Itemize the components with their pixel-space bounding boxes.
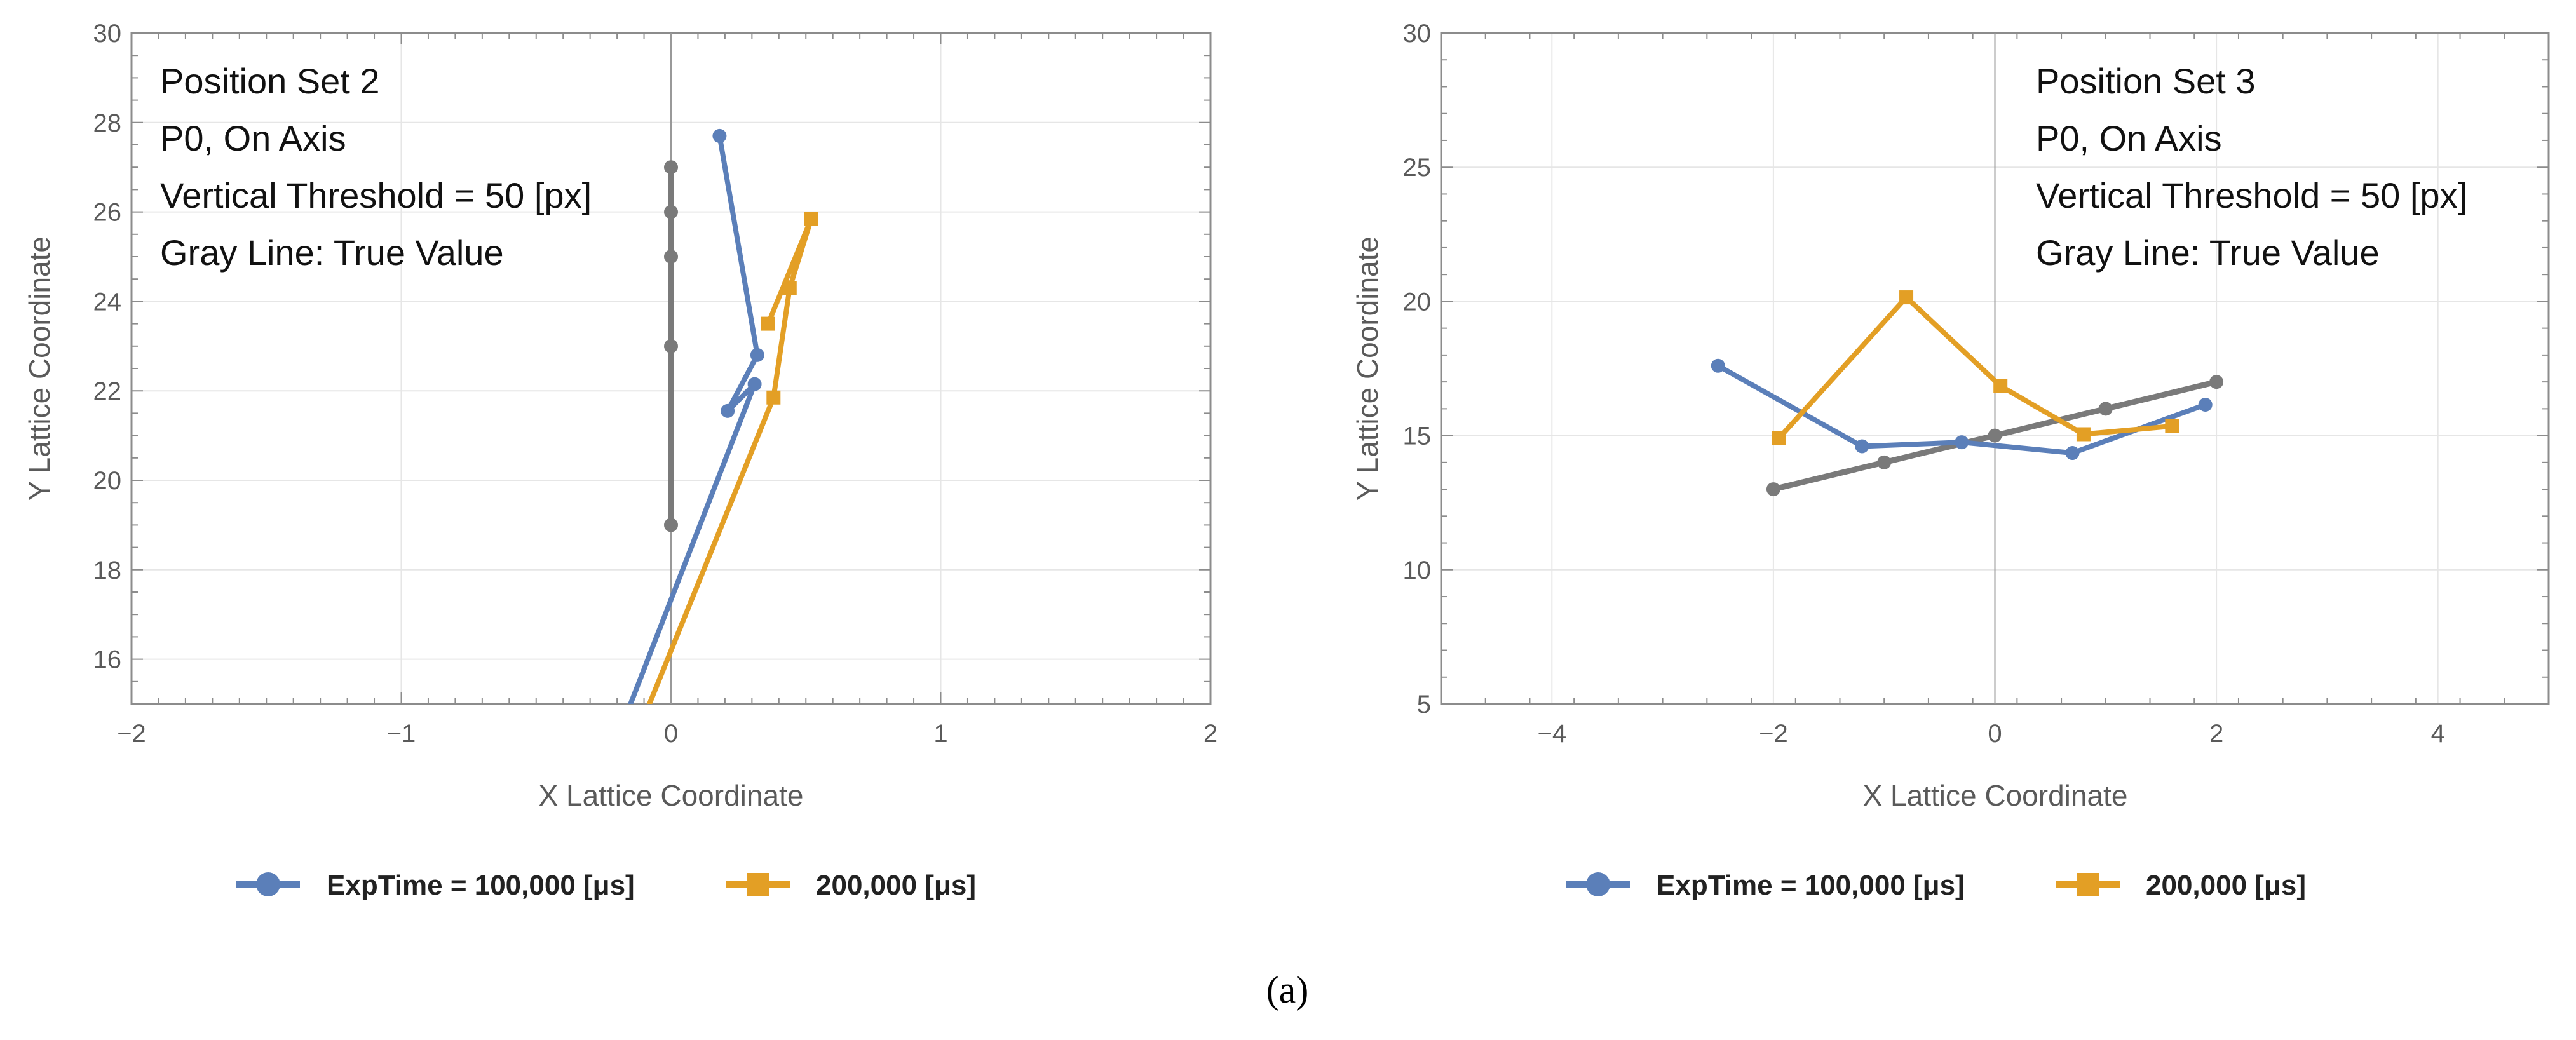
legend-marker-square: [747, 873, 769, 896]
legend-entry-100000: ExpTime = 100,000 [μs]: [236, 870, 635, 901]
legend-label: ExpTime = 100,000 [μs]: [1657, 870, 1965, 901]
annotation-line: Position Set 2: [160, 61, 380, 101]
data-point-circle: [721, 403, 735, 418]
data-point-circle: [2065, 446, 2080, 461]
data-point-circle: [1877, 455, 1892, 469]
data-point-square: [761, 316, 775, 331]
x-tick-label: 2: [1203, 720, 1217, 748]
annotation-line: Position Set 3: [2036, 61, 2256, 101]
legend-label: 200,000 [μs]: [2146, 870, 2306, 901]
y-tick-label: 10: [1403, 557, 1432, 584]
x-tick-label: 2: [2209, 720, 2223, 748]
y-tick-label: 28: [93, 109, 122, 137]
legend-marker-circle: [1586, 872, 1610, 896]
x-tick-label: −2: [117, 720, 146, 748]
y-tick-label: 15: [1403, 422, 1432, 450]
y-tick-label: 20: [1403, 288, 1432, 316]
data-point-circle: [1855, 439, 1869, 454]
x-tick-label: 0: [1988, 720, 2002, 748]
data-point-circle: [750, 348, 764, 362]
data-point-circle: [1766, 482, 1780, 497]
series-layer: [1711, 290, 2224, 497]
data-point-circle: [664, 250, 678, 264]
data-point-circle: [664, 205, 678, 219]
y-tick-label: 30: [93, 20, 122, 48]
legend-marker-square: [2077, 873, 2099, 896]
data-point-circle: [2098, 402, 2113, 416]
y-axis-title: Y Lattice Coordinate: [1351, 236, 1384, 501]
y-tick-label: 5: [1417, 691, 1431, 719]
annotation-line: Gray Line: True Value: [160, 233, 504, 273]
y-tick-label: 30: [1403, 20, 1432, 48]
data-point-circle: [664, 339, 678, 353]
data-point-circle: [1711, 358, 1725, 373]
x-tick-label: −1: [387, 720, 416, 748]
legend-label: ExpTime = 100,000 [μs]: [327, 870, 635, 901]
annotation-block: Position Set 3 P0, On Axis Vertical Thre…: [2036, 61, 2467, 273]
x-tick-label: 4: [2431, 720, 2445, 748]
data-point-square: [766, 390, 781, 405]
data-point-square: [1899, 290, 1914, 305]
x-tick-label: −2: [1759, 720, 1788, 748]
data-point-circle: [664, 518, 678, 532]
chart-right: −4 −2 0 2 4 5 10 15 20 25 30 X Lattice C…: [1351, 20, 2550, 901]
annotation-line: Gray Line: True Value: [2036, 233, 2380, 273]
tick-marks: [1441, 32, 2549, 705]
y-tick-label: 26: [93, 199, 122, 227]
annotation-line: P0, On Axis: [2036, 118, 2222, 158]
data-point-square: [1993, 379, 2008, 393]
series-clip-group: [628, 128, 818, 704]
series-line: [1776, 295, 2175, 441]
series-line: [628, 133, 760, 704]
y-tick-label: 24: [93, 288, 122, 316]
legend-marker-circle: [256, 872, 280, 896]
x-axis-title: X Lattice Coordinate: [1863, 779, 2128, 812]
data-point-circle: [747, 377, 762, 391]
data-point-square: [1772, 431, 1786, 445]
series-clip-group: [1711, 290, 2224, 497]
data-point-circle: [2209, 375, 2224, 389]
y-tick-label: 20: [93, 467, 122, 495]
x-axis-title: X Lattice Coordinate: [539, 779, 804, 812]
series-layer: [628, 128, 818, 704]
data-point-square: [804, 212, 818, 226]
legend-entry-200000: 200,000 [μs]: [2056, 870, 2306, 901]
data-point-circle: [664, 160, 678, 175]
x-tick-label: 1: [933, 720, 947, 748]
data-point-square: [2076, 427, 2091, 442]
figure-caption: (a): [1266, 969, 1309, 1011]
y-tick-labels: 5 10 15 20 25 30: [1403, 20, 1432, 719]
x-tick-labels: −4 −2 0 2 4: [1537, 720, 2444, 748]
legend-entry-200000: 200,000 [μs]: [726, 870, 976, 901]
annotation-line: Vertical Threshold = 50 [px]: [2036, 175, 2467, 215]
legend: ExpTime = 100,000 [μs] 200,000 [μs]: [236, 870, 976, 901]
y-tick-labels: 16 18 20 22 24 26 28 30: [93, 20, 122, 674]
y-axis-title: Y Lattice Coordinate: [23, 236, 56, 501]
data-point-circle: [1988, 428, 2002, 443]
legend-label: 200,000 [μs]: [816, 870, 976, 901]
annotation-line: P0, On Axis: [160, 118, 346, 158]
x-tick-label: 0: [664, 720, 678, 748]
legend: ExpTime = 100,000 [μs] 200,000 [μs]: [1566, 870, 2306, 901]
legend-entry-100000: ExpTime = 100,000 [μs]: [1566, 870, 1965, 901]
data-point-circle: [2198, 398, 2213, 412]
y-tick-label: 22: [93, 377, 122, 405]
tick-marks: [131, 32, 1211, 705]
data-point-square: [782, 281, 797, 295]
annotation-line: Vertical Threshold = 50 [px]: [160, 175, 592, 215]
annotation-block: Position Set 2 P0, On Axis Vertical Thre…: [160, 61, 592, 273]
data-point-circle: [712, 128, 727, 143]
chart-left: −2 −1 0 1 2 16 18 20 22 24 26 28 30 X La…: [23, 20, 1217, 901]
y-tick-label: 18: [93, 557, 122, 584]
data-point-circle: [1955, 435, 1969, 450]
y-tick-label: 25: [1403, 154, 1432, 182]
data-point-square: [2165, 419, 2179, 433]
x-tick-labels: −2 −1 0 1 2: [117, 720, 1217, 748]
y-tick-label: 16: [93, 646, 122, 674]
x-tick-label: −4: [1537, 720, 1566, 748]
